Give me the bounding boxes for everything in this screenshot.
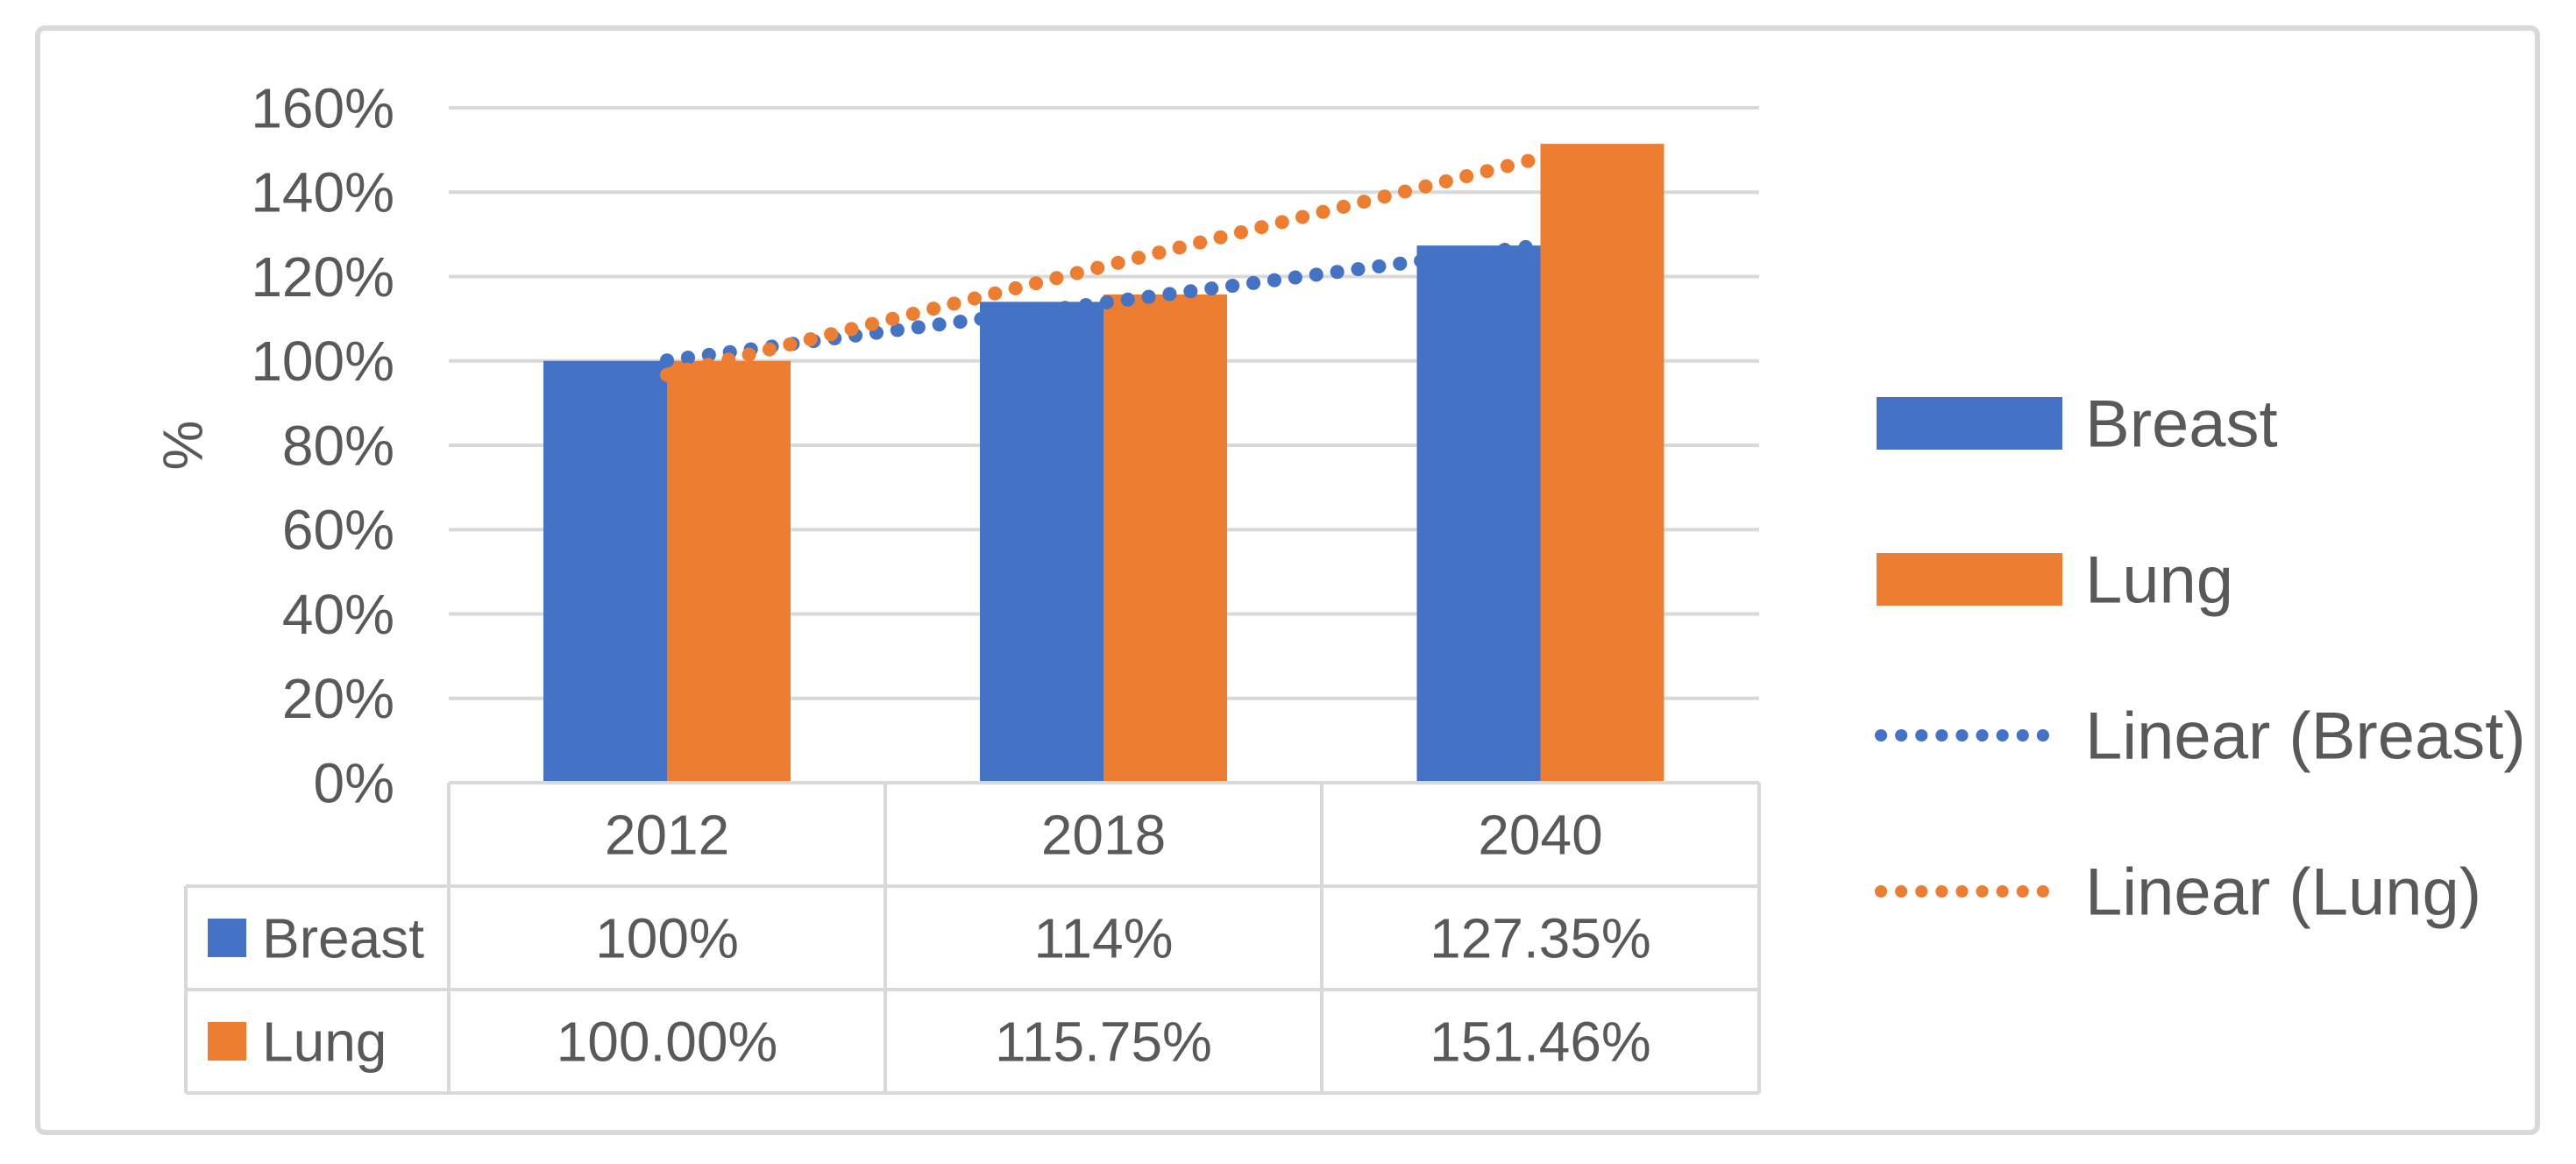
table-cell-breast-2040: 127.35% bbox=[1430, 906, 1651, 969]
legend-swatch-breast bbox=[1877, 397, 2062, 450]
y-tick-label-140: 140% bbox=[251, 161, 394, 224]
legend-item-breast: Breast bbox=[1877, 387, 2278, 462]
bar-lung-2040 bbox=[1540, 144, 1664, 783]
y-tick-label-80: 80% bbox=[282, 414, 394, 477]
table-header-2040: 2040 bbox=[1478, 803, 1602, 866]
y-tick-label-120: 120% bbox=[251, 245, 394, 309]
y-tick-label-40: 40% bbox=[282, 583, 394, 646]
table-cell-lung-2018: 115.75% bbox=[995, 1010, 1212, 1073]
y-tick-label-160: 160% bbox=[251, 76, 394, 139]
y-axis-tick-labels: 0% 20% 40% 60% 80% 100% 120% 140% 160% bbox=[251, 76, 394, 814]
bar-lung-2012 bbox=[667, 360, 791, 783]
trendlines bbox=[660, 151, 1548, 382]
y-tick-label-60: 60% bbox=[282, 499, 394, 562]
table-cell-breast-2012: 100% bbox=[595, 906, 739, 969]
bar-breast-2018 bbox=[980, 302, 1103, 783]
trendline-lung bbox=[660, 151, 1548, 382]
legend-swatch-lung bbox=[1877, 553, 2062, 606]
y-axis-title: % bbox=[151, 421, 214, 471]
legend-label-lung: Lung bbox=[2085, 543, 2233, 618]
y-tick-label-0: 0% bbox=[314, 751, 395, 814]
data-table: 2012 2018 2040 Breast 100% 114% 127.35% Lung 100… bbox=[184, 781, 1761, 1095]
table-row-label-breast: Breast bbox=[262, 906, 424, 969]
table-cell-breast-2018: 114% bbox=[1034, 906, 1174, 969]
table-row-label-lung: Lung bbox=[262, 1010, 387, 1073]
y-tick-label-20: 20% bbox=[282, 667, 394, 730]
bar-series bbox=[543, 144, 1664, 783]
table-swatch-breast bbox=[208, 919, 246, 957]
legend-item-linear-lung: Linear (Lung) bbox=[1875, 855, 2481, 930]
legend-label-linear-breast: Linear (Breast) bbox=[2085, 699, 2526, 774]
bar-lung-2018 bbox=[1103, 294, 1227, 783]
y-tick-label-100: 100% bbox=[251, 330, 394, 393]
table-header-2012: 2012 bbox=[605, 803, 729, 866]
bar-breast-2012 bbox=[543, 360, 667, 783]
chart-outer-border bbox=[35, 25, 2540, 1135]
bar-breast-2040 bbox=[1416, 245, 1541, 783]
table-cell-lung-2012: 100.00% bbox=[557, 1010, 778, 1073]
table-cell-lung-2040: 151.46% bbox=[1430, 1010, 1651, 1073]
table-swatch-lung bbox=[208, 1022, 246, 1061]
legend-item-linear-breast: Linear (Breast) bbox=[1875, 699, 2526, 774]
table-header-2018: 2018 bbox=[1041, 803, 1166, 866]
legend-label-linear-lung: Linear (Lung) bbox=[2085, 855, 2481, 930]
legend: Breast Lung Linear (Breast) Linear (Lung… bbox=[1875, 387, 2526, 930]
legend-label-breast: Breast bbox=[2085, 387, 2278, 462]
legend-item-lung: Lung bbox=[1877, 543, 2233, 618]
